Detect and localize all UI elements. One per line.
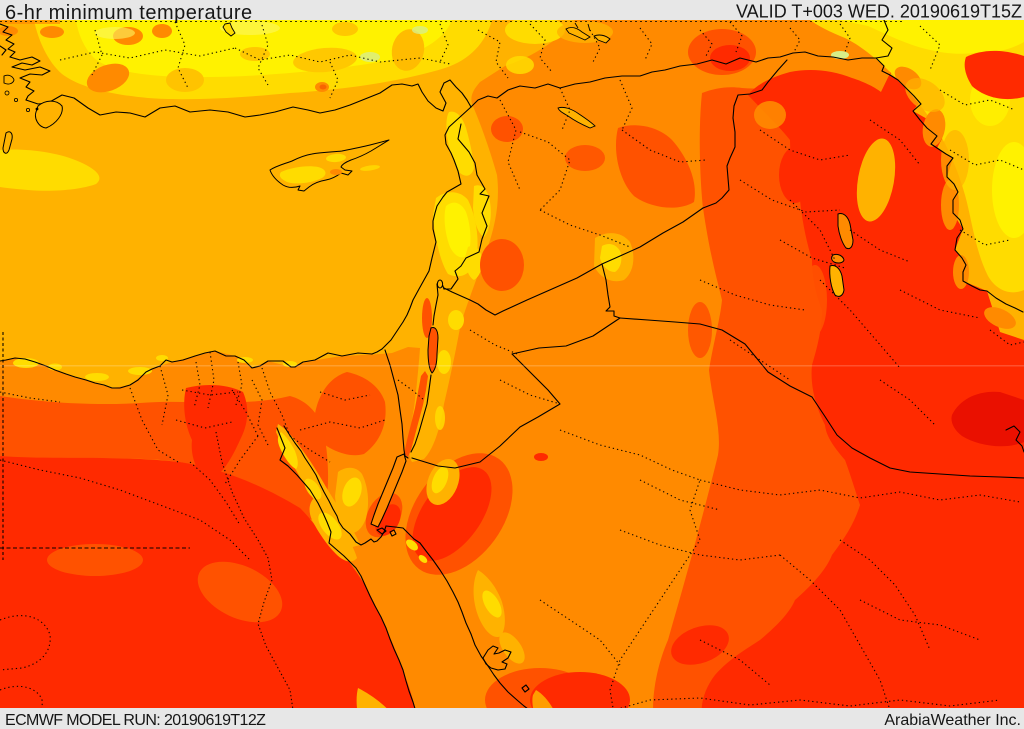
svg-text:ECMWF MODEL RUN: 20190619T12Z: ECMWF MODEL RUN: 20190619T12Z bbox=[5, 712, 266, 729]
svg-text:VALID T+003 WED. 20190619T15Z: VALID T+003 WED. 20190619T15Z bbox=[736, 2, 1022, 22]
svg-text:ArabiaWeather Inc.: ArabiaWeather Inc. bbox=[884, 712, 1021, 729]
svg-text:6-hr minimum temperature: 6-hr minimum temperature bbox=[5, 2, 253, 24]
